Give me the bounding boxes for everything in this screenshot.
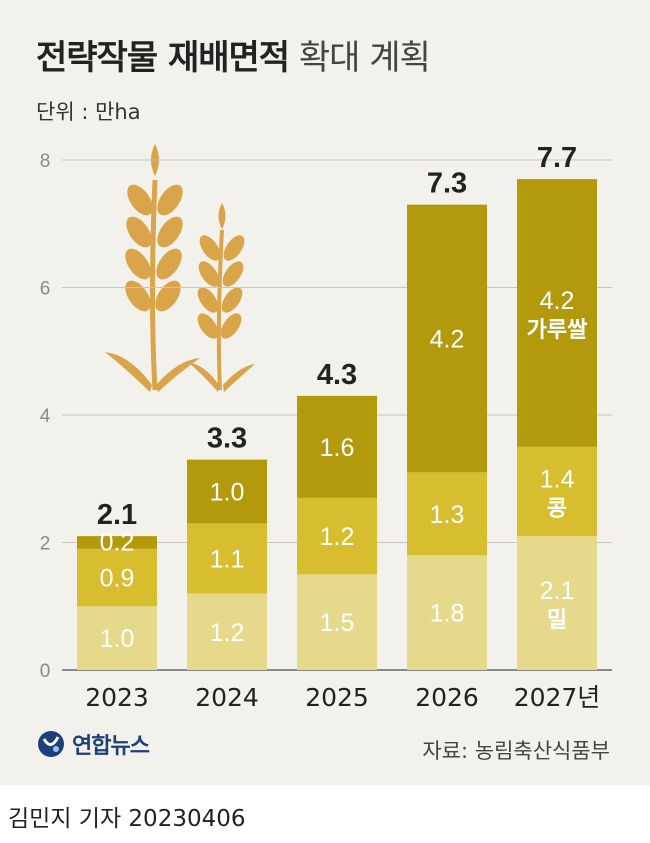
segment-value-label: 2.1: [540, 577, 575, 605]
page-title: 전략작물 재배면적 확대 계획: [36, 30, 431, 79]
segment-value-label: 1.4: [540, 466, 575, 494]
yonhap-logo-icon: [38, 731, 64, 757]
x-category-label: 2026: [415, 683, 479, 712]
segment-value-label: 0.2: [100, 529, 135, 557]
bar-segment-2-1: [297, 497, 377, 575]
segment-value-label: 1.1: [210, 545, 245, 573]
segment-value-label: 1.0: [100, 625, 135, 653]
yonhap-logo: 연합뉴스: [36, 728, 150, 760]
segment-value-label: 1.0: [210, 479, 245, 507]
byline-bar: 김민지 기자 20230406: [0, 785, 650, 843]
yonhap-logo-text: 연합뉴스: [72, 734, 150, 759]
bar-total-label: 7.3: [427, 168, 467, 200]
bar-total-label: 4.3: [317, 359, 357, 391]
segment-value-label: 1.8: [430, 600, 465, 628]
bar-total-label: 3.3: [207, 423, 247, 455]
y-tick-label: 2: [40, 534, 51, 555]
bar-segment-0-1: [77, 548, 157, 607]
segment-value-label: 1.2: [320, 523, 355, 551]
segment-value-label: 4.2: [540, 287, 575, 315]
segment-value-label: 1.6: [320, 434, 355, 462]
segment-value-label: 0.9: [100, 565, 135, 593]
bar-total-label: 2.1: [97, 499, 137, 531]
series-name-label: 콩: [547, 497, 567, 522]
bar-segment-3-2: [407, 204, 487, 473]
x-category-label: 2023: [85, 683, 149, 712]
byline: 김민지 기자 20230406: [8, 806, 246, 832]
x-category-label: 2024: [195, 683, 259, 712]
bar-segment-2-2: [297, 395, 377, 498]
series-name-label: 가루쌀: [527, 318, 588, 343]
title-light: 확대 계획: [298, 38, 431, 78]
bar-segment-0-2: [77, 536, 157, 549]
segment-value-label: 1.2: [210, 619, 245, 647]
bar-segment-0-0: [77, 606, 157, 670]
bar-segment-1-0: [187, 593, 267, 670]
bar-segment-4-0: [517, 536, 597, 670]
y-tick-label: 0: [40, 661, 51, 682]
infographic-card: 전략작물 재배면적 확대 계획 단위 : 만ha: [36, 30, 612, 763]
bar-segment-4-1: [517, 446, 597, 537]
x-category-label: 2025: [305, 683, 369, 712]
unit-label: 단위 : 만ha: [36, 100, 141, 124]
bar-segment-2-0: [297, 574, 377, 670]
series-name-label: 밀: [547, 608, 567, 633]
wheat-illustration-icon: [105, 143, 255, 392]
title-bold: 전략작물 재배면적: [36, 38, 290, 78]
y-tick-label: 8: [40, 151, 51, 172]
bar-segment-4-2: [517, 179, 597, 447]
y-tick-label: 6: [40, 279, 51, 300]
segment-value-label: 1.3: [430, 501, 465, 529]
y-tick-label: 4: [40, 406, 51, 427]
bar-total-label: 7.7: [537, 142, 577, 174]
bar-segment-1-1: [187, 523, 267, 594]
source-note: 자료: 농림축산식품부: [422, 739, 610, 763]
bar-segment-3-1: [407, 472, 487, 556]
bar-segment-3-0: [407, 555, 487, 670]
segment-value-label: 4.2: [430, 326, 465, 354]
x-category-label: 2027년: [514, 683, 601, 712]
bar-segment-1-2: [187, 459, 267, 524]
segment-value-label: 1.5: [320, 609, 355, 637]
